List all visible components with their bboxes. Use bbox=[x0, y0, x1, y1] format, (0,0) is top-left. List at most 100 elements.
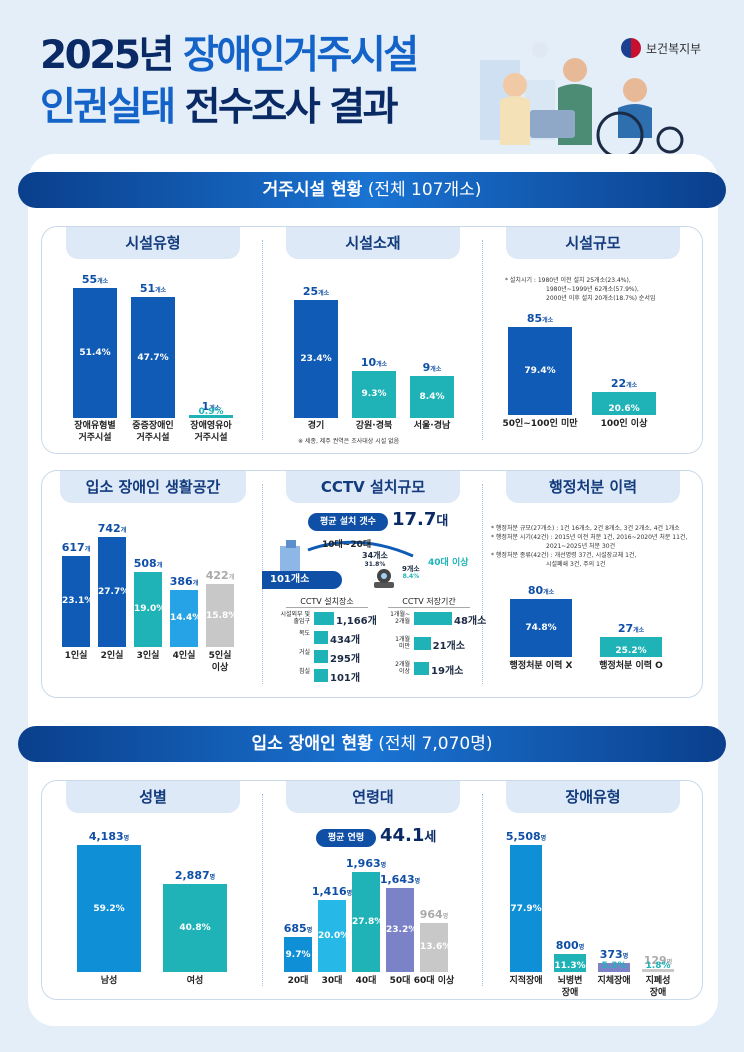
panel-title-scale: 시설규모 bbox=[506, 227, 680, 259]
chart-living-space: 617개 23.1% 1인실 742개 27.7% 2인실 508개 19.0% 3인실 386개… bbox=[45, 512, 257, 692]
bar-percent-label: 11.3% bbox=[554, 961, 586, 971]
cctv-row-label: 복도 bbox=[298, 630, 310, 637]
chart-bar bbox=[98, 537, 126, 647]
age-avg-value: 44.1세 bbox=[380, 825, 437, 846]
section-banner-residents: 입소 장애인 현황 (전체 7,070명) bbox=[18, 726, 726, 762]
divider bbox=[262, 794, 263, 986]
cctv-bar-value: 1,166개 bbox=[336, 616, 377, 627]
bar-value-label: 129명 bbox=[643, 954, 673, 967]
ministry-logo: 보건복지부 bbox=[621, 38, 701, 58]
header-illustration bbox=[480, 42, 684, 155]
bar-value-label: 80개소 bbox=[527, 584, 555, 597]
cctv-periods-chart: 1개월~ 2개월 48개소 1개월 미만 21개소 2개월 이상 19개소 bbox=[382, 611, 486, 692]
chart-bar bbox=[170, 589, 198, 647]
cctv-row-label: 침실 bbox=[298, 668, 310, 675]
chart-bar bbox=[508, 327, 572, 415]
bar-value-label: 386개 bbox=[169, 574, 199, 588]
chart-bar bbox=[554, 953, 586, 972]
cctv-bar bbox=[414, 637, 431, 650]
cctv-avg-pill: 평균 설치 갯수 bbox=[308, 513, 388, 531]
chart-bar bbox=[284, 937, 312, 972]
bar-percent-label: 5.3% bbox=[601, 961, 627, 971]
bar-percent-label: 20.6% bbox=[608, 404, 640, 414]
bar-percent-label: 0.9% bbox=[198, 407, 224, 417]
bar-percent-label: 15.8% bbox=[206, 610, 238, 621]
bar-category-label: 1인실 bbox=[64, 651, 88, 661]
bar-value-label: 51개소 bbox=[139, 282, 167, 296]
section-banner-facilities: 거주시설 현황 (전체 107개소) bbox=[18, 172, 726, 208]
cctv-row-label: 1개월~ 2개월 bbox=[390, 611, 410, 625]
bar-percent-label: 23.4% bbox=[300, 354, 332, 364]
panel-title-facility-type: 시설유형 bbox=[66, 227, 240, 259]
bar-percent-label: 23.1% bbox=[62, 596, 94, 607]
chart-bar bbox=[62, 555, 90, 647]
page-title-line2: 인권실태 전수조사 결과 bbox=[40, 85, 398, 130]
bar-value-label: 27개소 bbox=[617, 622, 645, 636]
bar-value-label: 1,963명 bbox=[345, 857, 387, 870]
bar-category-label: 중증장애인 거주시설 bbox=[132, 421, 174, 443]
chart-age: 685명 9.7% 20대 1,416명 20.0% 30대 1,963명 27.8% 40대 1… bbox=[266, 850, 478, 995]
bar-value-label: 1,416명 bbox=[311, 884, 353, 898]
bar-category-label: 장애유형별 거주시설 bbox=[74, 421, 116, 443]
cctv-range-label: 10대~20대 bbox=[322, 540, 372, 550]
divider bbox=[482, 240, 483, 440]
bar-category-label: 50대 bbox=[389, 976, 411, 986]
bar-percent-label: 51.4% bbox=[79, 348, 111, 358]
chart-bar bbox=[294, 300, 338, 418]
bar-category-label: 행정처분 이력 X bbox=[509, 661, 573, 671]
panel-title-disability: 장애유형 bbox=[506, 781, 680, 813]
bar-category-label: 60대 이상 bbox=[413, 976, 455, 986]
cctv-row-label: 시설외부 및 출입구 bbox=[280, 611, 310, 625]
bar-value-label: 1,643명 bbox=[379, 873, 421, 887]
bar-value-label: 85개소 bbox=[526, 312, 554, 325]
bar-category-label: 20대 bbox=[287, 976, 309, 986]
bar-percent-label: 27.8% bbox=[352, 917, 384, 927]
cctv-bar bbox=[414, 612, 452, 625]
cctv-row-label: 거실 bbox=[298, 649, 310, 656]
bar-category-label: 강원·경북 bbox=[355, 421, 393, 431]
cctv-bar-value: 19개소 bbox=[431, 666, 464, 677]
cctv-bar bbox=[314, 669, 328, 682]
chart-location: 25개소 23.4% 경기 10개소 9.3% 강원·경북 9개소 8.4% 서울·경남 bbox=[266, 270, 478, 450]
bar-percent-label: 19.0% bbox=[134, 604, 166, 615]
bar-percent-label: 59.2% bbox=[93, 903, 125, 914]
location-note: ※ 세종, 제주 권역은 조사대상 시설 없음 bbox=[298, 438, 400, 445]
chart-bar bbox=[386, 888, 414, 972]
chart-gender: 4,183명 59.2% 남성 2,887명 40.8% 여성 bbox=[45, 825, 257, 995]
page-title-line1: 2025년 장애인거주시설 bbox=[40, 33, 419, 78]
bar-category-label: 행정처분 이력 O bbox=[599, 661, 663, 671]
bar-percent-label: 9.7% bbox=[285, 949, 311, 960]
bar-percent-label: 14.4% bbox=[170, 613, 202, 624]
bar-percent-label: 23.2% bbox=[386, 925, 418, 936]
cctv-places-chart: 시설외부 및 출입구 1,166개 복도 434개 거실 295개 침실 101개 bbox=[268, 611, 378, 692]
bar-value-label: 964명 bbox=[419, 907, 449, 921]
chart-bar bbox=[73, 288, 117, 418]
cctv-bar bbox=[314, 650, 328, 663]
bar-percent-label: 9.3% bbox=[361, 389, 387, 400]
chart-bar bbox=[352, 370, 396, 418]
bar-category-label: 지적장애 bbox=[509, 976, 543, 986]
bar-category-label: 남성 bbox=[100, 976, 118, 986]
cctv-high: 9개소 8.4% bbox=[402, 565, 420, 580]
cctv-high-label: 40대 이상 bbox=[428, 558, 469, 568]
cctv-period-title: CCTV 저장기간 bbox=[388, 596, 470, 608]
bar-value-label: 5,508명 bbox=[505, 830, 547, 843]
cctv-place-title: CCTV 설치장소 bbox=[286, 596, 368, 608]
bar-category-label: 경기 bbox=[307, 421, 325, 431]
bar-value-label: 10개소 bbox=[360, 355, 388, 369]
panel-title-location: 시설소재 bbox=[286, 227, 460, 259]
bar-value-label: 55개소 bbox=[81, 273, 109, 286]
bar-percent-label: 79.4% bbox=[524, 366, 556, 376]
bar-value-label: 800명 bbox=[555, 938, 585, 952]
chart-bar bbox=[510, 599, 572, 657]
panel-title-cctv: CCTV 설치규모 bbox=[286, 471, 460, 503]
bar-value-label: 422개 bbox=[205, 569, 235, 583]
bar-value-label: 617개 bbox=[61, 540, 91, 554]
panel-title-penalty: 행정처분 이력 bbox=[506, 471, 680, 503]
chart-bar bbox=[598, 963, 630, 972]
chart-penalty: 80개소 74.8% 행정처분 이력 X 27개소 25.2% 행정처분 이력 O bbox=[486, 584, 698, 690]
panel-title-age: 연령대 bbox=[286, 781, 460, 813]
cctv-bar bbox=[414, 662, 430, 675]
bar-value-label: 2,887명 bbox=[174, 869, 216, 883]
cctv-bar-value: 101개 bbox=[330, 673, 361, 684]
